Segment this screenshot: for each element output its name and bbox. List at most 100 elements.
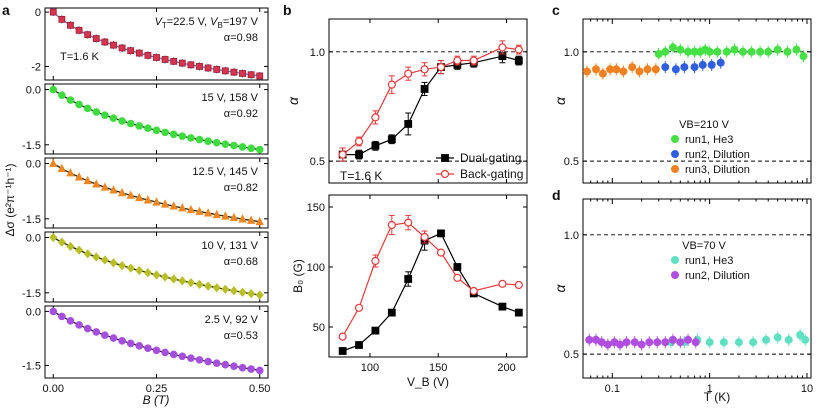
- alpha-label: α=0.53: [224, 330, 258, 342]
- axes-frame: [328, 18, 528, 184]
- data-point: [671, 65, 680, 74]
- data-point: [773, 333, 782, 342]
- data-point: [792, 45, 801, 54]
- data-point: [338, 150, 347, 159]
- data-point: [144, 51, 152, 59]
- data-point: [100, 182, 110, 191]
- data-point: [143, 195, 153, 204]
- data-point: [57, 237, 66, 247]
- data-point: [747, 47, 756, 56]
- y-axis-label: α: [285, 96, 301, 105]
- x-tick-label: 150: [429, 362, 447, 374]
- data-point: [110, 41, 117, 49]
- data-point: [247, 71, 255, 79]
- data-point: [135, 49, 143, 57]
- data-point: [212, 283, 221, 293]
- series-line: [342, 232, 520, 352]
- data-point: [58, 15, 66, 23]
- data-point: [187, 61, 195, 69]
- legend: VB=210 V run1, He3 run2, Dilution run3, Dil…: [671, 119, 750, 176]
- data-point: [126, 119, 135, 128]
- data-point: [169, 201, 178, 210]
- data-point: [152, 270, 161, 280]
- data-point: [66, 317, 75, 325]
- data-point: [635, 67, 644, 76]
- data-point: [420, 65, 429, 74]
- data-point: [75, 100, 83, 109]
- subplot-a-2: 0.0 -1.5 15 V, 158 V α=0.92: [22, 83, 269, 155]
- data-point: [619, 67, 628, 76]
- y-tick-label: 150: [307, 202, 325, 214]
- y-tick-label: -1.5: [22, 360, 41, 372]
- data-point: [118, 337, 126, 345]
- data-point: [247, 144, 255, 153]
- data-point: [668, 43, 677, 52]
- data-point: [246, 215, 256, 224]
- data-point: [195, 356, 204, 364]
- data-point: [514, 308, 523, 317]
- data-point: [153, 54, 160, 61]
- panel-c: 0.5 1.0 α VB=210 V run1, He3 run2, Dilution ru…: [552, 18, 812, 184]
- legend-marker: [671, 256, 679, 264]
- data-point: [92, 108, 101, 116]
- subplot-b0-vs-vb: 50 100 150 100 150 200 B₀ (G) V_B (V): [291, 194, 528, 389]
- data-point: [187, 134, 195, 142]
- data-point: [213, 66, 221, 73]
- data-point: [436, 248, 446, 257]
- data-point: [606, 65, 615, 74]
- data-point: [83, 104, 92, 113]
- data-point: [801, 335, 810, 344]
- data-point: [719, 338, 728, 347]
- data-point: [126, 339, 135, 348]
- data-point: [420, 85, 429, 93]
- data-point: [783, 47, 792, 56]
- data-point: [229, 212, 239, 222]
- data-point: [66, 96, 75, 104]
- legend-marker: [671, 135, 679, 143]
- series-run1-he3: [654, 41, 808, 63]
- y-tick-label: 0.0: [26, 159, 41, 171]
- subplot-label: 2.5 V, 92 V: [205, 314, 259, 326]
- data-point: [371, 141, 380, 150]
- data-point: [653, 338, 662, 347]
- data-point: [144, 344, 152, 352]
- data-point: [255, 216, 264, 226]
- data-point: [100, 255, 109, 265]
- data-point: [143, 268, 152, 278]
- data-point: [684, 47, 693, 56]
- data-point: [338, 347, 347, 355]
- data-point: [57, 163, 67, 172]
- data-point: [169, 274, 178, 284]
- temperature-label: T=1.6 K: [60, 51, 99, 63]
- data-point: [169, 130, 178, 139]
- data-point: [169, 350, 178, 359]
- data-point: [221, 360, 230, 369]
- data-point: [598, 69, 607, 78]
- data-point: [126, 263, 135, 273]
- data-point: [585, 335, 594, 344]
- y-tick-label: -1.5: [22, 140, 41, 152]
- data-point: [109, 114, 118, 122]
- data-point: [49, 158, 58, 167]
- data-point: [127, 47, 135, 55]
- data-point: [256, 72, 264, 80]
- data-point: [58, 312, 66, 321]
- y-tick-label: 0.0: [26, 233, 41, 245]
- data-point: [255, 145, 264, 154]
- data-point: [514, 56, 523, 65]
- data-point: [469, 56, 478, 65]
- data-point: [109, 258, 118, 268]
- data-point: [109, 334, 118, 342]
- data-point: [651, 65, 660, 74]
- y-tick-label: 0.5: [310, 156, 325, 168]
- alpha-label: α=0.92: [224, 108, 258, 120]
- data-point: [195, 206, 204, 215]
- data-point: [75, 245, 84, 255]
- data-point: [101, 38, 109, 46]
- data-point: [212, 359, 221, 367]
- data-point: [170, 57, 178, 65]
- data-point: [230, 362, 238, 371]
- data-point: [49, 307, 58, 316]
- data-point: [204, 137, 212, 145]
